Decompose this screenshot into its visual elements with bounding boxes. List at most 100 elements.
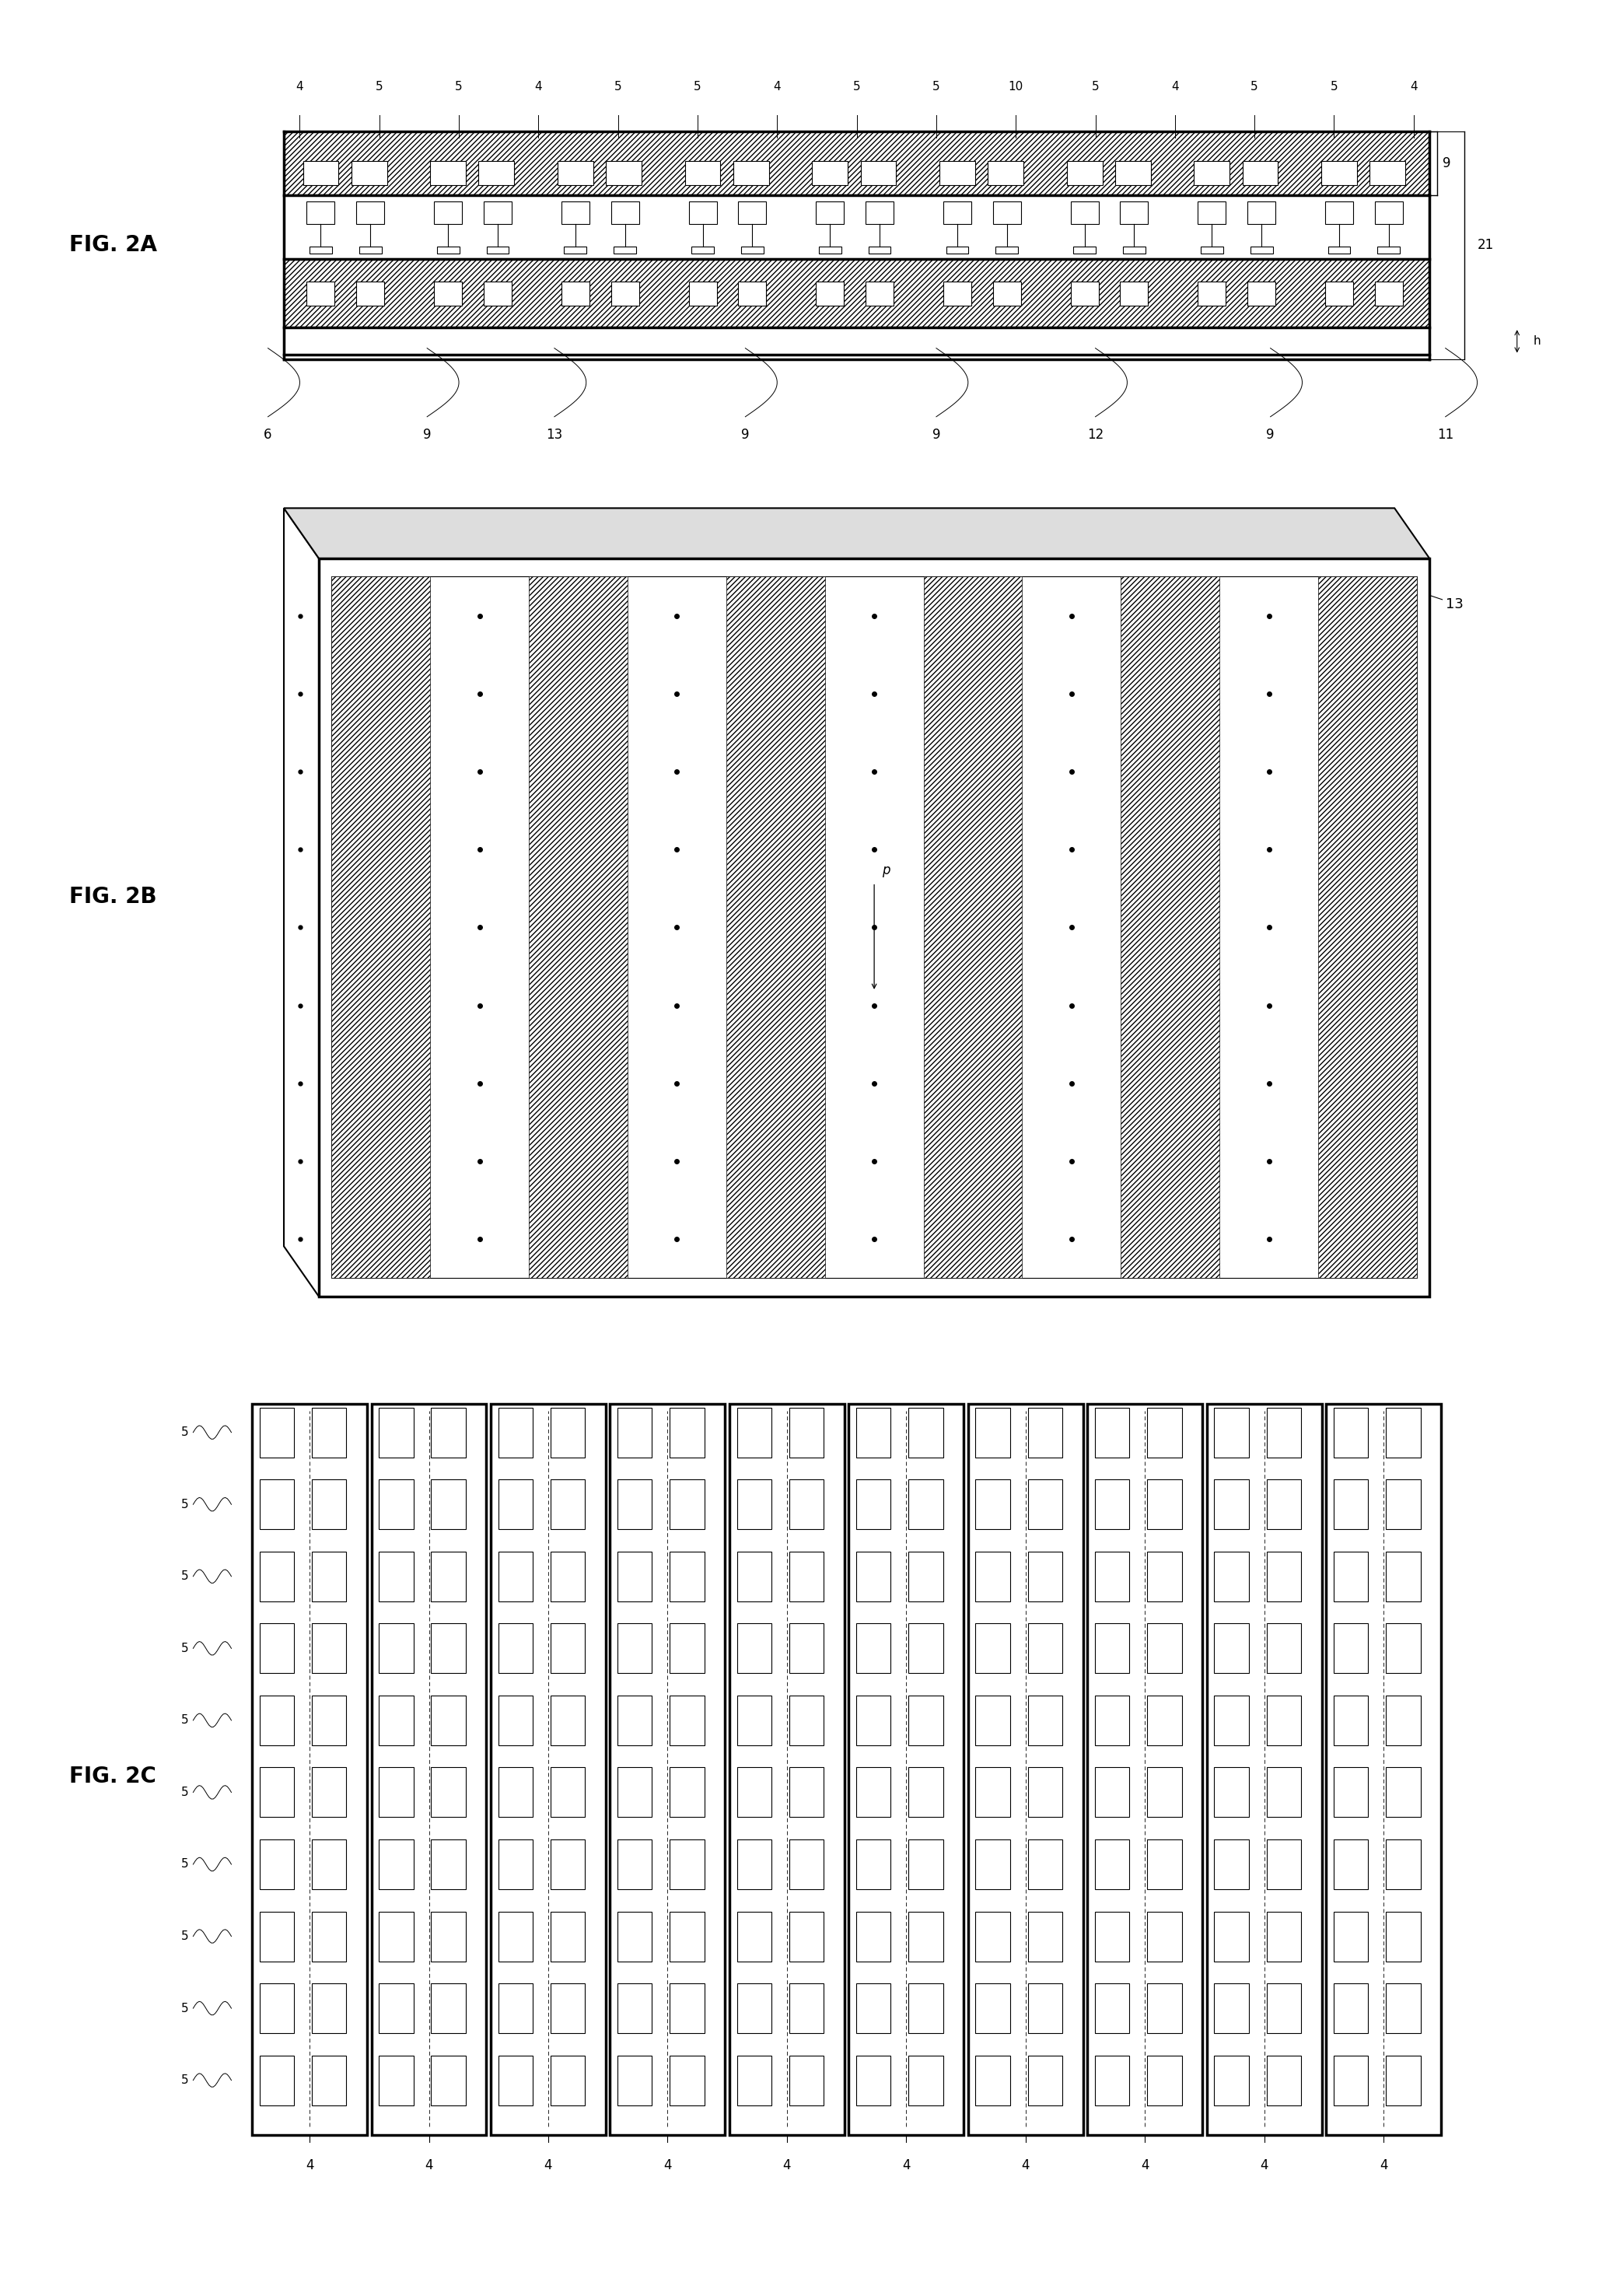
Text: 4: 4 [1261, 2158, 1269, 2172]
Text: 5: 5 [1251, 80, 1258, 92]
Text: FIG. 2B: FIG. 2B [69, 886, 157, 907]
Bar [260, 1623, 295, 1674]
Bar [1386, 1552, 1421, 1600]
Bar [1328, 246, 1350, 255]
Bar [490, 1403, 606, 2135]
Bar [1214, 1768, 1248, 1816]
Bar [431, 1694, 466, 1745]
Bar [312, 1479, 346, 1529]
Bar [260, 2055, 295, 2105]
Bar [988, 161, 1024, 186]
Bar [551, 1407, 585, 1458]
Bar [1094, 2055, 1129, 2105]
Bar [855, 1768, 891, 1816]
Bar [855, 1694, 891, 1745]
Bar [309, 246, 332, 255]
Text: 13: 13 [1445, 597, 1463, 611]
Bar [729, 1403, 844, 2135]
Bar [726, 576, 825, 1279]
Bar [551, 1694, 585, 1745]
Bar [1267, 1694, 1301, 1745]
Text: 5: 5 [181, 1931, 189, 1942]
Bar [260, 1984, 295, 2034]
Bar [312, 1913, 346, 1961]
Bar [670, 1694, 705, 1745]
Bar [790, 1623, 823, 1674]
Bar [431, 2055, 466, 2105]
Bar [868, 246, 891, 255]
Bar [670, 1913, 705, 1961]
Bar [378, 1768, 413, 1816]
Text: 5: 5 [181, 2076, 189, 2087]
Bar [1333, 1839, 1368, 1890]
Bar [855, 1407, 891, 1458]
Bar [1214, 2055, 1248, 2105]
Bar [551, 2055, 585, 2105]
Text: 5: 5 [375, 80, 383, 92]
Bar [908, 1768, 944, 1816]
Text: 10: 10 [1008, 80, 1024, 92]
Bar [855, 2055, 891, 2105]
Text: 21: 21 [1477, 239, 1493, 253]
Text: 4: 4 [663, 2158, 671, 2172]
Bar [431, 1984, 466, 2034]
Bar [976, 1552, 1009, 1600]
Text: 5: 5 [852, 80, 860, 92]
Bar [1386, 1479, 1421, 1529]
Bar [737, 1694, 772, 1745]
Text: 4: 4 [1022, 2158, 1030, 2172]
Bar [1333, 1768, 1368, 1816]
Bar [1267, 2055, 1301, 2105]
Bar [1214, 1552, 1248, 1600]
Text: 5: 5 [694, 80, 702, 92]
Bar [431, 1552, 466, 1600]
Bar [378, 1552, 413, 1600]
Bar [378, 1623, 413, 1674]
Bar [737, 1768, 772, 1816]
Bar [610, 1403, 726, 2135]
Text: 11: 11 [1437, 427, 1453, 443]
Bar [976, 1984, 1009, 2034]
Bar [855, 1552, 891, 1600]
Bar [319, 558, 1429, 1297]
Bar [551, 1768, 585, 1816]
Bar [737, 1839, 772, 1890]
Bar [1386, 1768, 1421, 1816]
Bar [1088, 1403, 1203, 2135]
Bar [498, 1839, 533, 1890]
Bar [284, 195, 1429, 259]
Text: 5: 5 [181, 2002, 189, 2014]
Bar [819, 246, 841, 255]
Text: 4: 4 [783, 2158, 791, 2172]
Bar [498, 1768, 533, 1816]
Bar [551, 1623, 585, 1674]
Bar [1147, 1913, 1182, 1961]
Bar [434, 202, 461, 225]
Bar [378, 1407, 413, 1458]
Bar [1378, 246, 1400, 255]
Bar [1094, 1479, 1129, 1529]
Bar [284, 328, 1429, 356]
Bar [976, 1694, 1009, 1745]
Bar [306, 282, 335, 305]
Bar [431, 1768, 466, 1816]
Text: 5: 5 [181, 1499, 189, 1511]
Bar [1147, 1694, 1182, 1745]
Bar [1214, 1913, 1248, 1961]
Bar [737, 2055, 772, 2105]
Bar [1333, 1623, 1368, 1674]
Bar [498, 1552, 533, 1600]
Bar [1147, 1407, 1182, 1458]
Bar [670, 1479, 705, 1529]
Bar [976, 1623, 1009, 1674]
Bar [670, 2055, 705, 2105]
Bar [1198, 282, 1226, 305]
Bar [1120, 282, 1149, 305]
Bar [1214, 1984, 1248, 2034]
Text: FIG. 2A: FIG. 2A [69, 234, 157, 257]
Text: 4: 4 [1410, 80, 1418, 92]
Text: 4: 4 [545, 2158, 553, 2172]
Bar [356, 202, 384, 225]
Bar [557, 161, 593, 186]
Bar [908, 2055, 944, 2105]
